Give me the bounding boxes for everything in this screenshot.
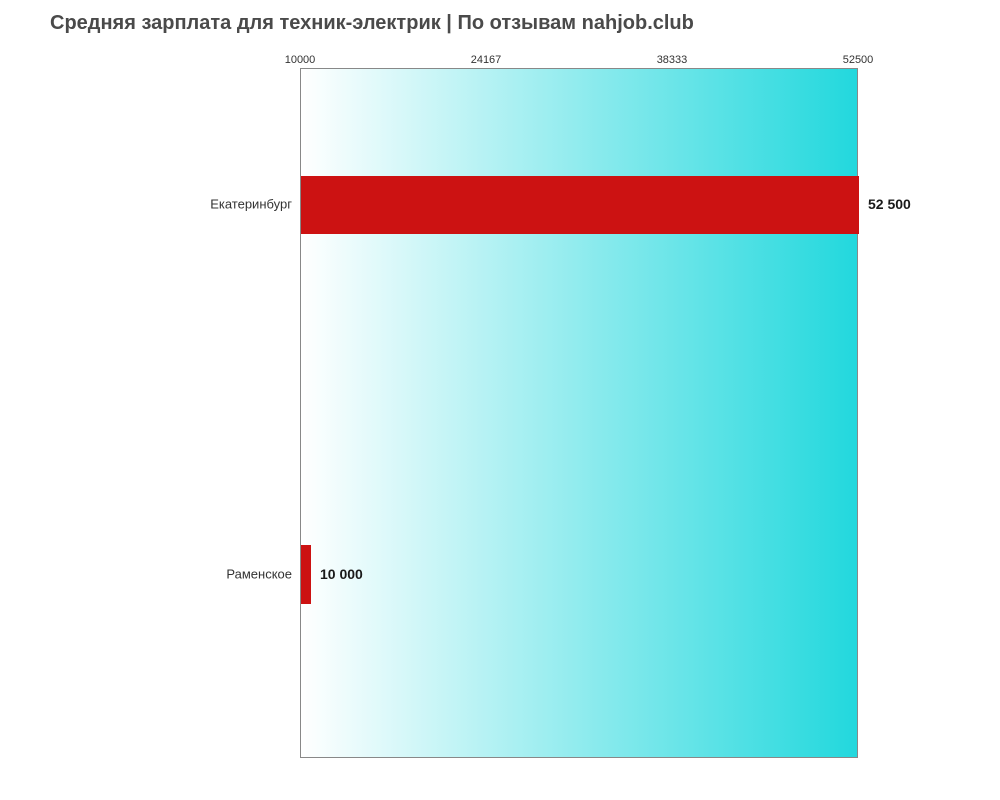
plot-area	[300, 68, 858, 758]
bar-value-label: 52 500	[868, 196, 911, 212]
bar	[301, 545, 311, 604]
bar-value-label: 10 000	[320, 566, 363, 582]
x-tick-label: 52500	[843, 54, 874, 66]
chart-title: Средняя зарплата для техник-электрик | П…	[50, 12, 694, 35]
x-tick-label: 10000	[285, 54, 316, 66]
bar	[301, 176, 859, 235]
x-tick-label: 24167	[471, 54, 502, 66]
plot-background	[301, 69, 857, 757]
x-tick-label: 38333	[657, 54, 688, 66]
y-tick-label: Екатеринбург	[210, 196, 292, 211]
y-tick-label: Раменское	[226, 566, 292, 581]
